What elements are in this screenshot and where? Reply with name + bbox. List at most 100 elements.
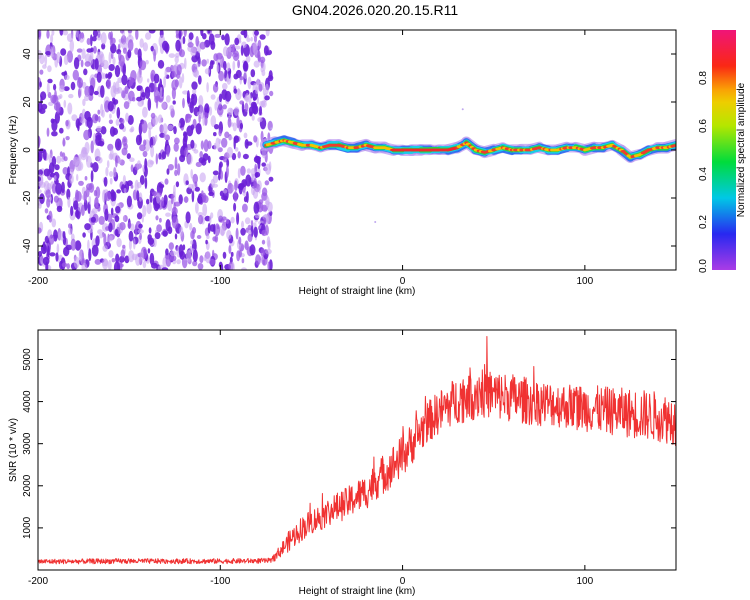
noise-blob [100,53,103,67]
noise-blob [103,233,107,247]
noise-blob [38,150,43,161]
noise-blob [63,86,70,92]
noise-blob [122,215,126,222]
noise-blob [59,127,64,134]
noise-blob [252,187,259,199]
noise-blob [143,139,147,146]
noise-blob [226,62,231,72]
noise-dot [461,108,464,111]
noise-blob [214,223,221,236]
noise-blob [169,250,177,257]
noise-blob [225,218,230,224]
noise-blob [62,231,66,239]
noise-blob [183,196,189,203]
noise-blob [102,59,109,70]
noise-blob [52,94,59,105]
noise-blob [136,160,141,169]
noise-blob [55,252,59,262]
noise-blob [224,33,230,46]
noise-blob [162,230,168,237]
noise-blob [195,36,199,47]
noise-blob [114,215,120,223]
noise-blob [121,90,126,99]
noise-blob [234,180,238,192]
noise-blob [132,96,136,102]
noise-blob [127,49,132,59]
noise-blob [241,220,244,229]
noise-blob [205,239,208,245]
noise-blob [257,49,261,62]
noise-blob [242,153,249,160]
noise-blob [204,68,210,75]
noise-blob [236,250,241,262]
noise-blob [62,246,70,257]
noise-blob [205,250,211,264]
noise-blob [116,107,121,119]
spectrogram-xtick-label: -200 [28,276,48,287]
noise-blob [241,267,247,270]
noise-blob [136,181,142,189]
noise-blob [51,218,57,228]
noise-blob [87,239,90,251]
noise-blob [152,191,158,196]
noise-blob [206,234,210,240]
colorbar-tick-label: 0.2 [698,215,709,229]
noise-blob [108,250,114,258]
noise-blob [185,180,189,185]
noise-blob [250,36,253,42]
noise-blob [200,30,204,37]
noise-blob [172,100,176,105]
noise-blob [156,224,163,233]
noise-blob [221,216,227,221]
noise-blob [225,165,229,178]
noise-blob [130,126,135,132]
noise-blob [159,184,165,189]
noise-blob [174,156,178,170]
noise-blob [250,69,256,78]
noise-blob [199,151,203,159]
noise-blob [127,115,134,125]
noise-blob [222,46,229,57]
noise-blob [145,59,149,65]
noise-blob [153,73,160,84]
noise-blob [78,88,81,99]
noise-blob [230,251,234,257]
noise-blob [191,93,195,100]
noise-blob [91,208,98,215]
noise-blob [146,198,150,205]
noise-blob [260,248,266,257]
noise-blob [81,112,84,125]
noise-blob [150,144,155,158]
noise-blob [127,222,132,229]
noise-blob [222,82,228,90]
noise-blob [94,258,102,265]
noise-blob [148,127,152,140]
noise-blob [168,242,174,251]
noise-blob [48,162,55,174]
noise-blob [167,124,174,131]
noise-blob [257,159,261,170]
noise-blob [218,93,223,103]
noise-blob [197,263,204,270]
noise-blob [115,118,120,126]
noise-blob [91,113,99,124]
noise-blob [65,136,70,141]
noise-blob [76,173,79,182]
noise-blob [262,62,266,72]
noise-blob [73,57,80,70]
noise-blob [63,54,69,66]
noise-blob [92,162,99,173]
noise-blob [223,60,227,71]
noise-blob [213,223,216,235]
noise-blob [265,83,269,95]
noise-blob [149,252,155,266]
noise-blob [261,148,267,159]
noise-blob [174,169,178,177]
noise-blob [178,122,181,127]
noise-blob [90,140,94,154]
noise-blob [173,202,176,215]
noise-blob [42,256,50,266]
noise-blob [265,248,272,255]
noise-blob [63,99,67,108]
noise-blob [182,36,186,45]
